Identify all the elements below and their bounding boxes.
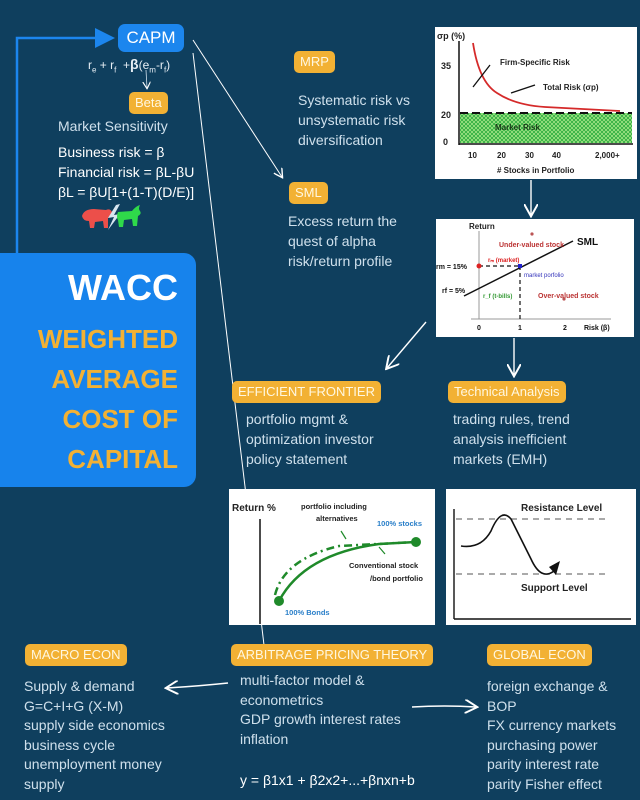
svg-text:r_f (t-bills): r_f (t-bills) [483,294,512,300]
svg-text:2,000+: 2,000+ [595,151,620,160]
wacc-subtitle-line: WEIGHTED [37,324,178,354]
svg-text:rₘ (market): rₘ (market) [488,258,519,264]
svg-text:rm = 15%: rm = 15% [436,264,468,271]
svg-text:100% Bonds: 100% Bonds [285,608,330,617]
apt-to-global-arrow [411,706,476,707]
svg-text:Total Risk (σp): Total Risk (σp) [543,83,599,92]
wacc-subtitle: WEIGHTED AVERAGE COST OF CAPITAL [38,319,178,479]
svg-text:Firm-Specific Risk: Firm-Specific Risk [500,58,570,67]
svg-text:rf = 5%: rf = 5% [442,288,466,295]
business-risk-line: Business risk = β [58,144,165,160]
apt-to-macro-arrow [167,683,229,688]
svg-text:35: 35 [441,61,451,71]
technical-analysis-chart-svg: Resistance Level Support Level [453,503,631,620]
svg-text:0: 0 [443,137,448,147]
svg-text:40: 40 [552,151,561,160]
wacc-to-capm-arrow [15,28,115,253]
technical-analysis-tag[interactable]: Technical Analysis [448,381,566,403]
sml-chart-svg: Return SML Under-valued stock rₘ (market… [436,222,611,332]
svg-text:0: 0 [477,325,481,332]
macro-econ-tag[interactable]: MACRO ECON [25,644,127,666]
svg-text:Resistance Level: Resistance Level [521,503,602,514]
wacc-subtitle-line: AVERAGE [51,364,178,394]
capm-button[interactable]: CAPM [118,24,184,52]
apt-tag[interactable]: ARBITRAGE PRICING THEORY [231,644,434,666]
beta-tag[interactable]: Beta [129,92,168,114]
formula-to-beta-arrow [146,69,147,88]
macro-econ-description: Supply & demand G=C+I+G (X-M) supply sid… [24,678,165,792]
efficient-frontier-tag[interactable]: EFFICIENT FRONTIER [232,381,381,403]
svg-text:1: 1 [518,325,522,332]
technical-analysis-description: trading rules, trend analysis inefficien… [453,411,570,467]
capm-formula: re + rf +β(em-rf) [88,56,171,75]
mrp-tag[interactable]: MRP [294,51,335,73]
svg-text:Over-valued stock: Over-valued stock [538,293,599,300]
mrp-description: Systematic risk vs unsystematic risk div… [298,92,411,148]
svg-text:Market Risk: Market Risk [495,123,540,132]
efficient-frontier-chart-svg: Return % portfolio including alternative… [232,502,423,624]
svg-text:2: 2 [563,325,567,332]
svg-text:alternatives: alternatives [316,514,358,523]
svg-text:20: 20 [497,151,506,160]
financial-risk-line: Financial risk = βL-βU [58,164,195,180]
svg-text:Return %: Return % [232,503,276,514]
capm-to-sml-arrow [192,39,282,177]
diversification-chart: σp (%) 35 20 0 Market Risk Firm-Specific… [435,27,637,179]
technical-analysis-chart: Resistance Level Support Level [446,489,636,625]
svg-text:Return: Return [469,222,495,231]
bear-bull-icon [82,204,141,230]
wacc-subtitle-line: COST OF [62,404,178,434]
global-econ-description: foreign exchange & BOP FX currency marke… [487,678,617,792]
svg-text:portfolio including: portfolio including [301,502,367,511]
levered-beta-line: βL = βU[1+(1-T)(D/E)] [58,184,195,200]
svg-text:/bond portfolio: /bond portfolio [370,574,423,583]
svg-text:20: 20 [441,110,451,120]
apt-description: multi-factor model & econometrics GDP gr… [240,672,401,747]
svg-text:30: 30 [525,151,534,160]
svg-text:σp (%): σp (%) [437,31,465,41]
sml-to-frontier-arrow [387,321,427,368]
sml-tag[interactable]: SML [289,182,328,204]
efficient-frontier-chart: Return % portfolio including alternative… [229,489,435,625]
global-econ-tag[interactable]: GLOBAL ECON [487,644,592,666]
diversification-chart-svg: σp (%) 35 20 0 Market Risk Firm-Specific… [437,31,633,175]
svg-text:Conventional stock: Conventional stock [349,561,419,570]
svg-text:100% stocks: 100% stocks [377,519,422,528]
svg-text:Under-valued stock: Under-valued stock [499,242,564,249]
apt-formula: y = β1x1 + β2x2+...+βnxn+b [240,772,415,788]
svg-text:Support Level: Support Level [521,583,588,594]
svg-text:10: 10 [468,151,477,160]
wacc-title: WACC [68,267,178,308]
svg-text:# Stocks in Portfolio: # Stocks in Portfolio [497,166,574,175]
svg-text:market porfolio: market porfolio [524,273,564,279]
svg-text:Risk (β): Risk (β) [584,325,610,332]
sml-description: Excess return the quest of alpha risk/re… [288,213,397,269]
sml-chart: Return SML Under-valued stock rₘ (market… [436,219,634,337]
market-sensitivity-label: Market Sensitivity [58,118,168,134]
efficient-frontier-description: portfolio mgmt & optimization investor p… [246,411,374,467]
wacc-subtitle-line: CAPITAL [67,444,178,474]
svg-text:SML: SML [577,237,598,248]
wacc-panel: WACC WEIGHTED AVERAGE COST OF CAPITAL [0,253,196,487]
